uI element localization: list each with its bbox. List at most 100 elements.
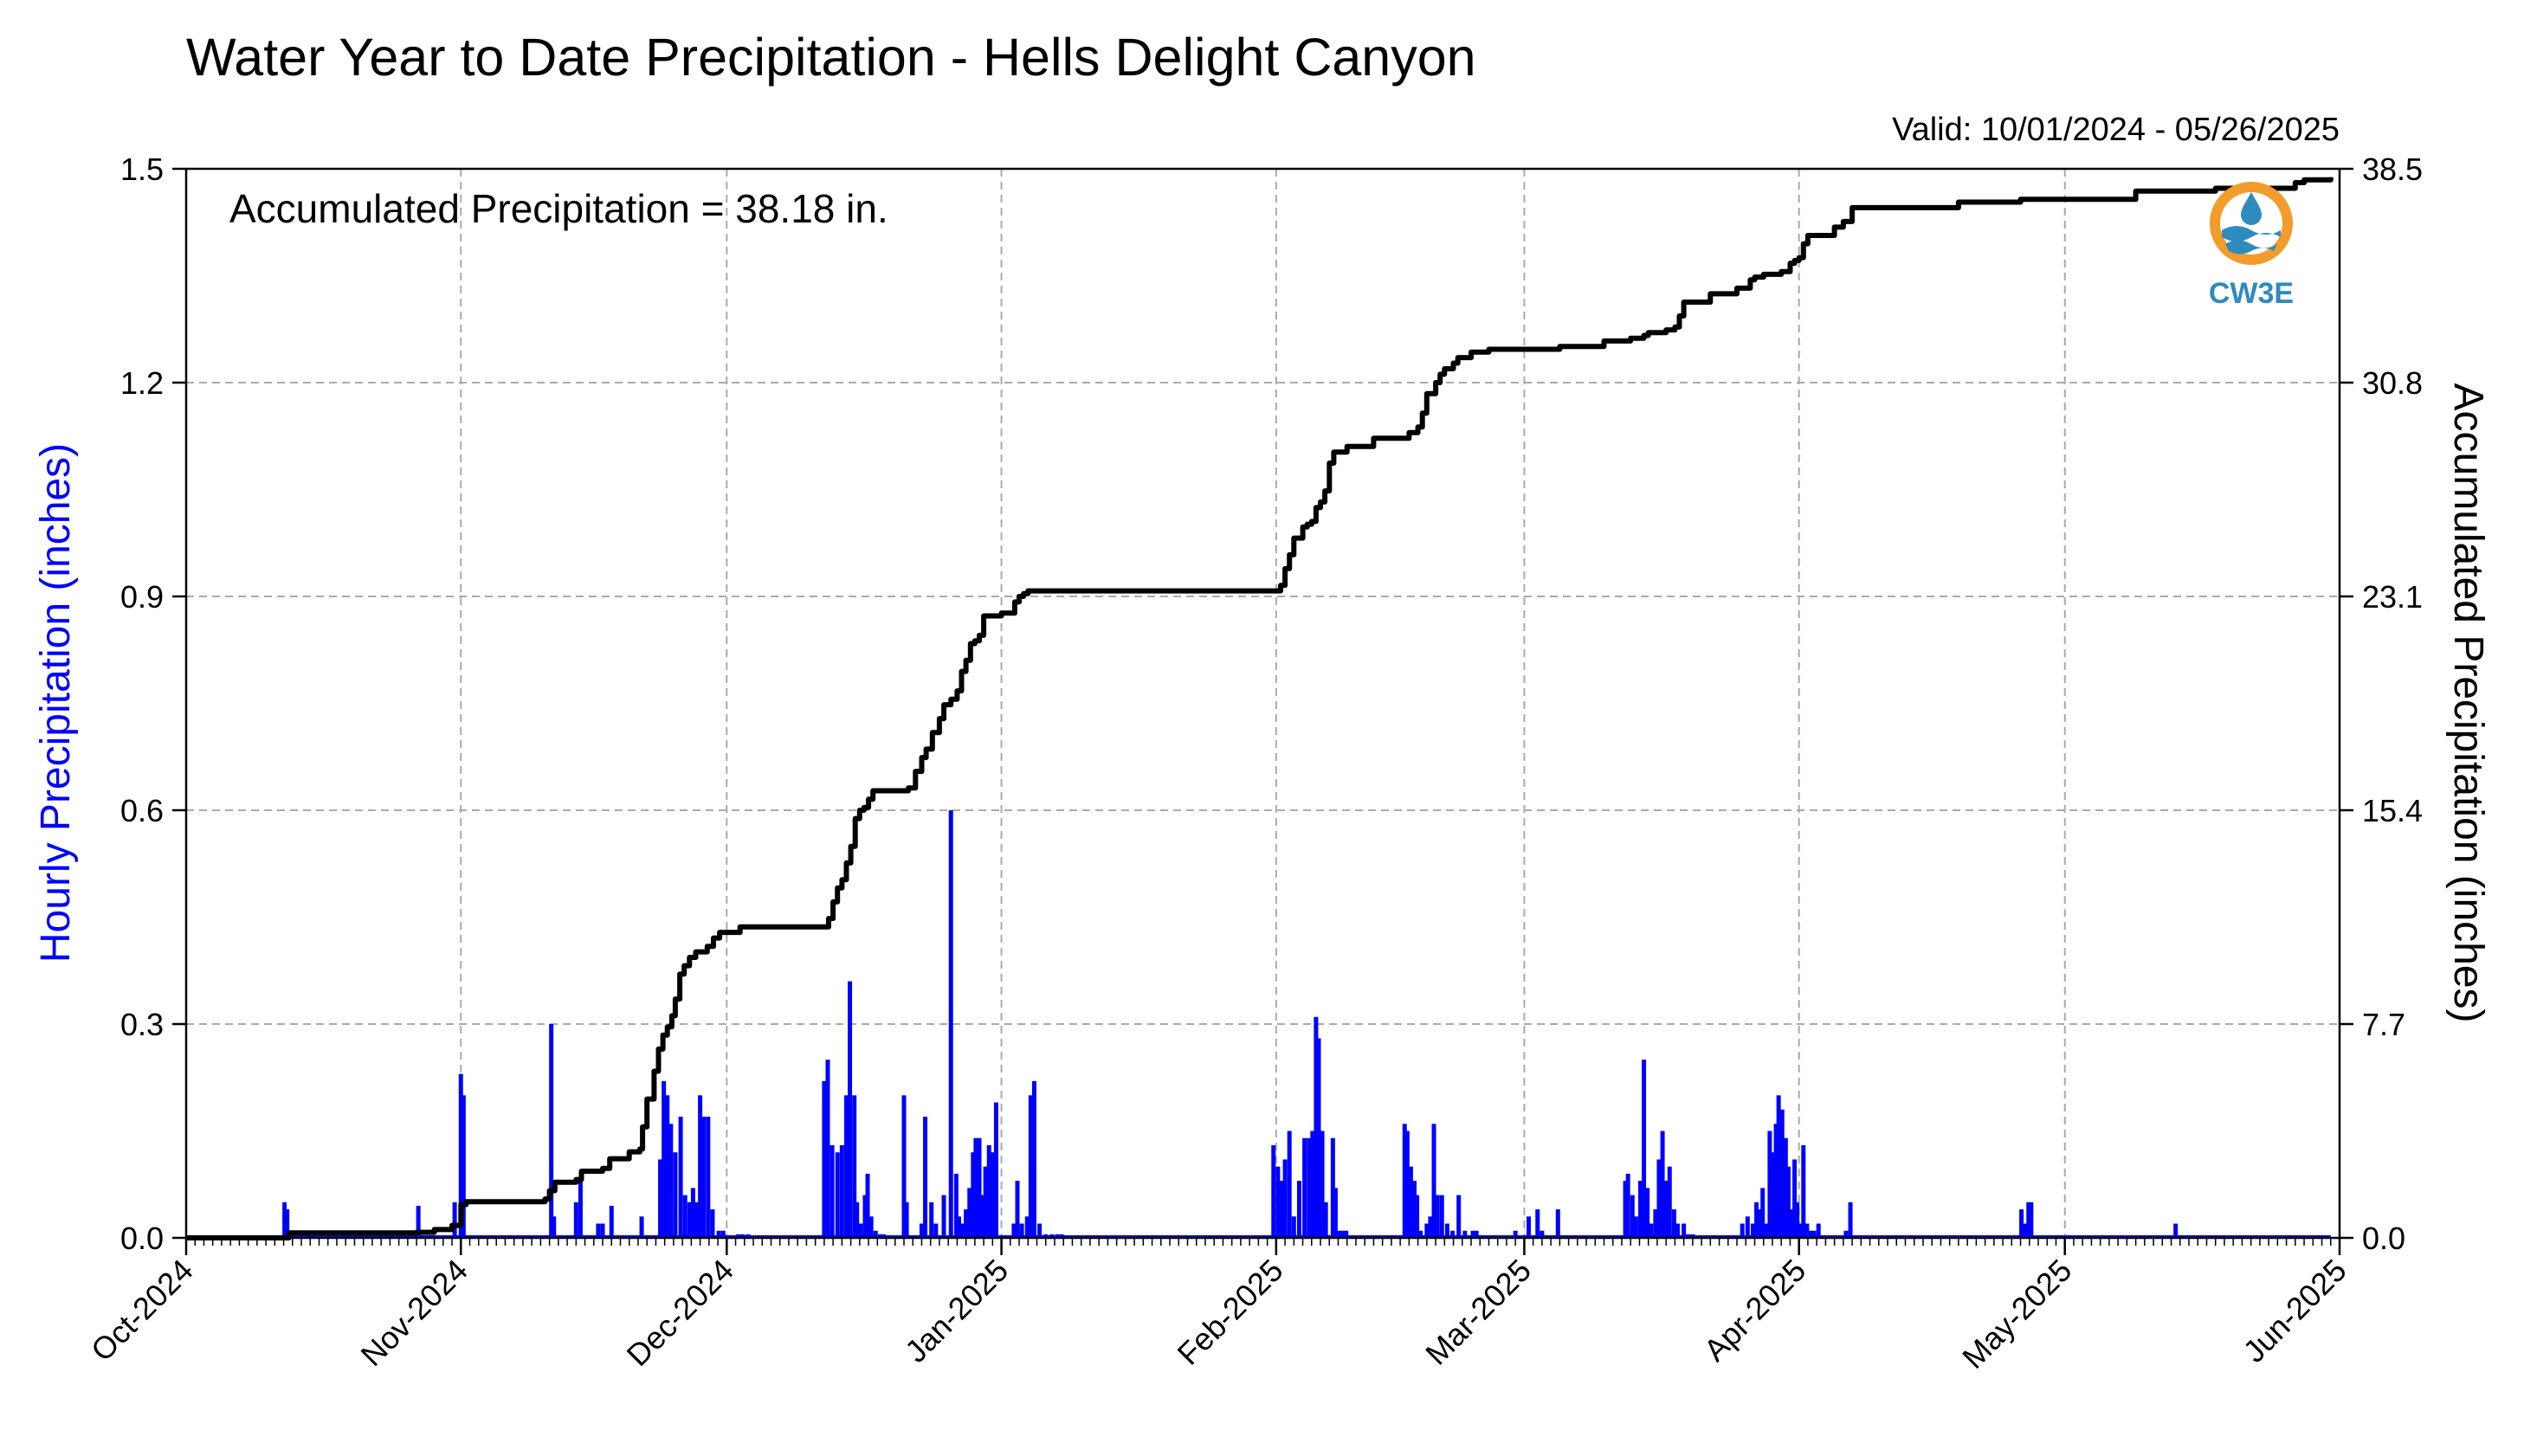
hourly-bar (1653, 1209, 1658, 1238)
hourly-bar (1296, 1181, 1301, 1238)
hourly-bar (1792, 1159, 1798, 1238)
hourly-bar (673, 1152, 678, 1238)
accumulated-precip-line (186, 177, 2334, 1240)
hourly-bar (2173, 1223, 2179, 1238)
hourly-bar (1344, 1230, 1349, 1238)
hourly-bar (596, 1223, 601, 1238)
hourly-bar (1330, 1137, 1335, 1238)
hourly-bar (919, 1223, 924, 1238)
hourly-bar (1415, 1195, 1420, 1238)
hourly-bar (1633, 1216, 1638, 1238)
hourly-bar (578, 1181, 583, 1238)
hourly-bar (461, 1095, 466, 1238)
hourly-bar (1340, 1230, 1346, 1238)
hourly-bar (993, 1102, 998, 1238)
hourly-bar (964, 1209, 969, 1238)
hourly-bar (1795, 1202, 1800, 1238)
hourly-bar (873, 1230, 878, 1238)
hourly-bar (1439, 1195, 1444, 1238)
hourly-bar (1320, 1131, 1325, 1238)
hourly-bar (1011, 1223, 1017, 1238)
hourly-bar (1015, 1181, 1020, 1238)
hourly-bar (843, 1095, 849, 1238)
hourly-bar (901, 1095, 907, 1238)
hourly-bar (990, 1152, 995, 1238)
hourly-bar (285, 1209, 290, 1238)
hourly-bar (1630, 1195, 1635, 1238)
hourly-bar (710, 1209, 715, 1238)
hourly-bar (665, 1095, 670, 1238)
hourly-bar (829, 1144, 835, 1238)
hourly-bar (1404, 1131, 1410, 1238)
hourly-bar (852, 1095, 857, 1238)
hourly-bar (980, 1195, 985, 1238)
hourly-bar (956, 1216, 961, 1238)
hourly-bar (1307, 1137, 1312, 1238)
hourly-bar (2019, 1209, 2024, 1238)
hourly-bar (1770, 1152, 1775, 1238)
hourly-bar (948, 810, 953, 1238)
hourly-bar (1037, 1223, 1043, 1238)
cw3e-logo: CW3E (2209, 182, 2294, 310)
hourly-bar (1675, 1223, 1680, 1238)
hourly-bar (1816, 1223, 1821, 1238)
hourly-bar (1783, 1137, 1788, 1238)
hourly-bar (1801, 1144, 1806, 1238)
hourly-bar (1337, 1230, 1342, 1238)
hourly-bar (698, 1095, 703, 1238)
hourly-bar (862, 1195, 868, 1238)
hourly-bar (1785, 1166, 1791, 1238)
left-y-tick-label: 1.5 (120, 151, 164, 187)
hourly-bar (1444, 1223, 1449, 1238)
x-tick-label: Dec-2024 (620, 1253, 740, 1373)
hourly-precip-bars (186, 810, 2331, 1238)
x-tick-label: Feb-2025 (1171, 1253, 1290, 1372)
hourly-bar (822, 1080, 827, 1238)
hourly-bar (1402, 1124, 1407, 1238)
hourly-bar (1637, 1181, 1643, 1238)
grid (186, 169, 2340, 1238)
hourly-bar (2029, 1202, 2034, 1238)
x-tick-label: Mar-2025 (1418, 1253, 1538, 1372)
hourly-bar (855, 1202, 860, 1238)
hourly-bar (865, 1173, 870, 1238)
chart-title: Water Year to Date Precipitation - Hells… (186, 28, 1476, 87)
hourly-bar (1645, 1188, 1650, 1238)
hourly-bar (1667, 1166, 1672, 1238)
hourly-bar (1663, 1181, 1669, 1238)
hourly-bar (1428, 1216, 1433, 1238)
hourly-bar (1028, 1095, 1033, 1238)
hourly-bar (839, 1144, 844, 1238)
hourly-bar (1750, 1223, 1755, 1238)
hourly-bar (658, 1159, 663, 1238)
hourly-bar (1540, 1230, 1545, 1238)
hourly-bar (1527, 1216, 1532, 1238)
hourly-bar (986, 1144, 991, 1238)
hourly-bar (452, 1202, 457, 1238)
hourly-bar (1808, 1230, 1813, 1238)
hourly-bar (1623, 1181, 1628, 1238)
hourly-bar (716, 1230, 721, 1238)
hourly-bar (1758, 1209, 1763, 1238)
hourly-bar (1282, 1159, 1288, 1238)
hourly-bar (600, 1223, 605, 1238)
hourly-bar (1462, 1230, 1468, 1238)
hourly-bar (904, 1202, 909, 1238)
hourly-bar (1271, 1144, 1276, 1238)
hourly-bar (1279, 1181, 1284, 1238)
hourly-bar (1790, 1209, 1795, 1238)
right-y-tick-label: 15.4 (2362, 793, 2423, 828)
hourly-bar (1625, 1173, 1630, 1238)
hourly-bar (1424, 1223, 1430, 1238)
hourly-bar (1450, 1230, 1456, 1238)
hourly-bar (1776, 1095, 1781, 1238)
hourly-bar (1408, 1166, 1413, 1238)
droplet-icon (2241, 192, 2262, 225)
hourly-bar (1745, 1216, 1750, 1238)
hourly-bar (458, 1073, 463, 1238)
hourly-bar (953, 1173, 959, 1238)
hourly-bar (1456, 1195, 1462, 1238)
hourly-bar (1798, 1223, 1804, 1238)
hourly-bar (960, 1223, 965, 1238)
hourly-bar (1555, 1209, 1560, 1238)
